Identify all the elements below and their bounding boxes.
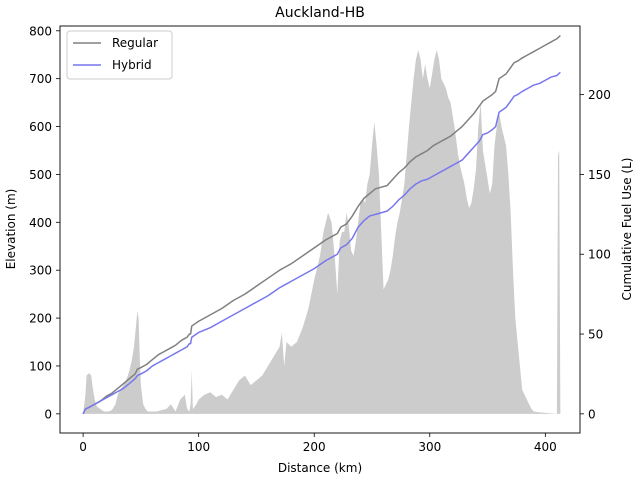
- right-y-tick-label: 100: [588, 248, 611, 262]
- left-y-tick-label: 700: [29, 72, 52, 86]
- right-y-tick-label: 150: [588, 168, 611, 182]
- right-y-tick-label: 0: [588, 407, 596, 421]
- series-layer: [82, 35, 561, 415]
- left-y-tick-label: 100: [29, 359, 52, 373]
- left-y-tick-label: 500: [29, 168, 52, 182]
- series-line-regular: [82, 35, 561, 415]
- left-y-axis-title: Elevation (m): [4, 189, 18, 270]
- x-tick-label: 400: [534, 440, 557, 454]
- left-y-tick-label: 800: [29, 24, 52, 38]
- x-tick-label: 0: [79, 440, 87, 454]
- chart-title: Auckland-HB: [275, 5, 365, 21]
- legend-label-hybrid: Hybrid: [112, 58, 152, 72]
- x-tick-label: 100: [187, 440, 210, 454]
- x-axis: 0 100 200 300 400: [79, 433, 557, 454]
- left-y-tick-label: 300: [29, 264, 52, 278]
- right-y-axis: 0 50 100 150 200: [580, 88, 611, 421]
- left-y-tick-label: 0: [44, 407, 52, 421]
- right-y-tick-label: 200: [588, 88, 611, 102]
- plot-frame: [59, 25, 581, 434]
- right-y-axis-title: Cumulative Fuel Use (L): [620, 158, 634, 301]
- legend: Regular Hybrid: [66, 30, 173, 80]
- series-line-hybrid: [82, 71, 561, 415]
- left-y-tick-label: 600: [29, 120, 52, 134]
- elevation-layer: [83, 49, 561, 414]
- legend-label-regular: Regular: [112, 36, 158, 50]
- left-y-axis: 0 100 200 300 400 500 600 700 800: [29, 24, 60, 421]
- elevation-area: [83, 49, 561, 414]
- x-tick-label: 200: [303, 440, 326, 454]
- left-y-tick-label: 400: [29, 216, 52, 230]
- right-y-tick-label: 50: [588, 328, 603, 342]
- left-y-tick-label: 200: [29, 312, 52, 326]
- x-tick-label: 300: [418, 440, 441, 454]
- x-axis-title: Distance (km): [278, 461, 362, 475]
